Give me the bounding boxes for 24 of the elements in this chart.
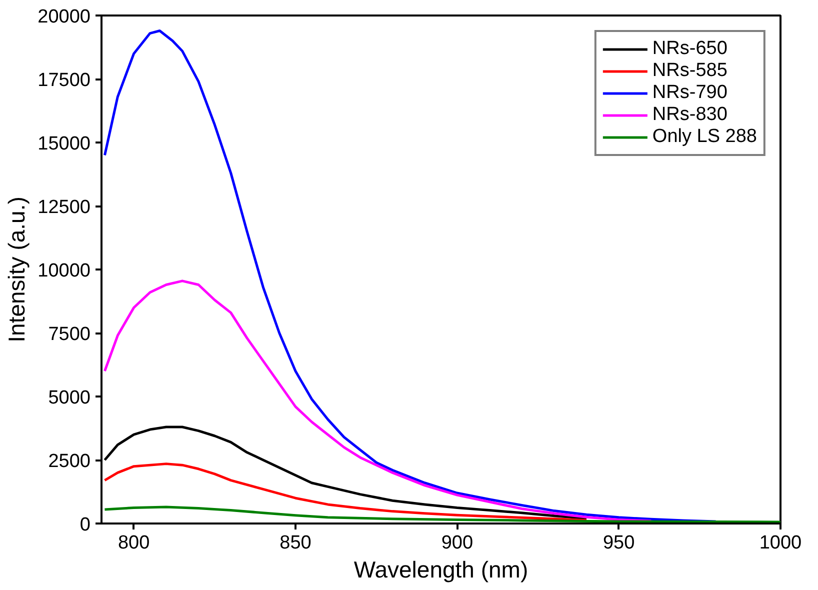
y-tick-label: 12500 [38, 197, 91, 218]
line-series [103, 426, 588, 520]
x-tick-label: 850 [280, 532, 312, 554]
legend-label: NRs-790 [652, 82, 728, 104]
y-tick-label: 0 [80, 514, 91, 536]
y-tick-label: 10000 [38, 260, 91, 282]
line-series [103, 280, 652, 522]
y-tick-label: 15000 [38, 134, 91, 154]
y-tick-label: 7500 [48, 324, 91, 345]
x-tick-label: 950 [602, 532, 635, 554]
y-tick-label: 17500 [38, 70, 91, 91]
legend-label: NRs-650 [652, 38, 728, 60]
x-tick-label: 900 [441, 532, 474, 554]
legend-label: NRs-830 [652, 104, 728, 126]
x-tick-label: 1000 [759, 532, 802, 554]
legend-label: NRs-585 [652, 60, 728, 82]
y-axis-title: Intensity (a.u.) [4, 196, 30, 342]
legend-label: Only LS 288 [652, 126, 757, 148]
y-tick-label: 5000 [48, 388, 91, 408]
x-axis-title: Wavelength (nm) [354, 556, 528, 582]
x-tick-label: 800 [118, 532, 150, 554]
y-tick-label: 20000 [38, 6, 91, 28]
y-tick-label: 2500 [48, 451, 91, 472]
line-series [103, 462, 588, 522]
